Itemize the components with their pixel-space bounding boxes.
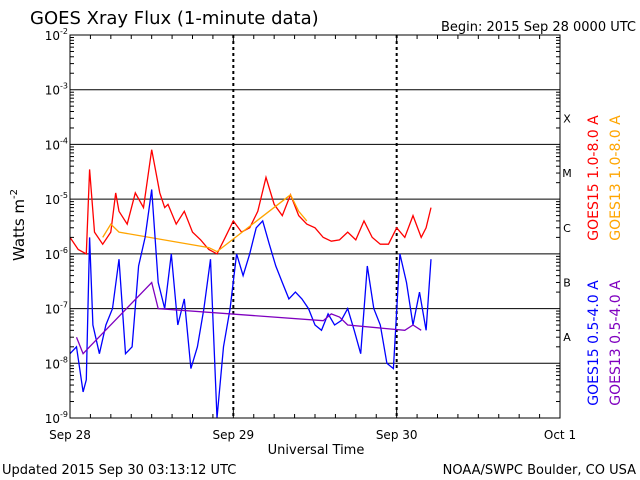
y-tick-exponent: -7 [60,301,68,310]
y-tick-label: 10-9 [45,410,68,426]
y-axis-label-main: Watts m [10,199,28,261]
y-tick-mantissa: 10 [45,84,60,98]
y-tick-exponent: -5 [60,191,68,200]
series-layer [69,149,432,419]
legend-entry: GOES13 0.5-4.0 A [608,280,624,406]
y-tick-exponent: -8 [60,355,68,364]
y-tick-mantissa: 10 [45,412,60,426]
y-tick-mantissa: 10 [45,29,60,43]
updated-label: Updated 2015 Sep 30 03:13:12 UTC [2,463,236,478]
x-tick-label: Sep 29 [212,428,254,442]
y-tick-exponent: -2 [60,27,68,36]
series-line-0 [69,149,432,255]
y-tick-mantissa: 10 [45,138,60,152]
x-tick-label: Sep 28 [49,428,91,442]
y-tick-label: 10-8 [45,355,68,371]
y-tick-exponent: -9 [60,410,68,419]
y-axis-label-sup: -2 [9,189,20,199]
y-tick-label: 10-2 [45,27,68,43]
legend-entry: GOES15 0.5-4.0 A [586,280,602,406]
y-tick-label: 10-7 [45,301,68,317]
y-tick-exponent: -4 [60,136,68,145]
flare-class-label: A [563,331,571,344]
flare-class-label: M [562,167,572,180]
y-tick-label: 10-6 [45,246,68,262]
legend-entry: GOES13 1.0-8.0 A [608,115,624,241]
y-tick-label: 10-3 [45,82,68,98]
flare-class-label: X [563,112,571,125]
flare-class-label: B [563,276,571,289]
x-tick-label: Oct 1 [544,428,576,442]
legend-layer: GOES15 1.0-8.0 A GOES13 1.0-8.0 A GOES15 0… [586,115,624,406]
x-axis-label: Universal Time [268,443,365,458]
y-tick-label: 10-4 [45,136,68,152]
credit-label: NOAA/SWPC Boulder, CO USA [443,463,636,478]
y-tick-mantissa: 10 [45,193,60,207]
begin-label: Begin: 2015 Sep 28 0000 UTC [441,20,636,35]
chart-title: GOES Xray Flux (1-minute data) [30,8,319,29]
grid-layer [70,34,560,419]
series-line-1 [102,193,308,253]
x-tick-label: Sep 30 [376,428,418,442]
plot-frame [69,34,561,419]
y-tick-mantissa: 10 [45,357,60,371]
series-line-3 [75,281,422,355]
y-tick-label: 10-5 [45,191,68,207]
y-tick-exponent: -6 [60,246,68,255]
legend-entry: GOES15 1.0-8.0 A [586,115,602,241]
y-tick-mantissa: 10 [45,303,60,317]
series-line-2 [69,189,432,419]
svg-text:Watts m-2: Watts m-2 [9,189,28,261]
y-axis-label: Watts m-2 [9,189,28,261]
flare-class-label: C [563,222,571,235]
y-tick-exponent: -3 [60,82,68,91]
y-tick-mantissa: 10 [45,248,60,262]
